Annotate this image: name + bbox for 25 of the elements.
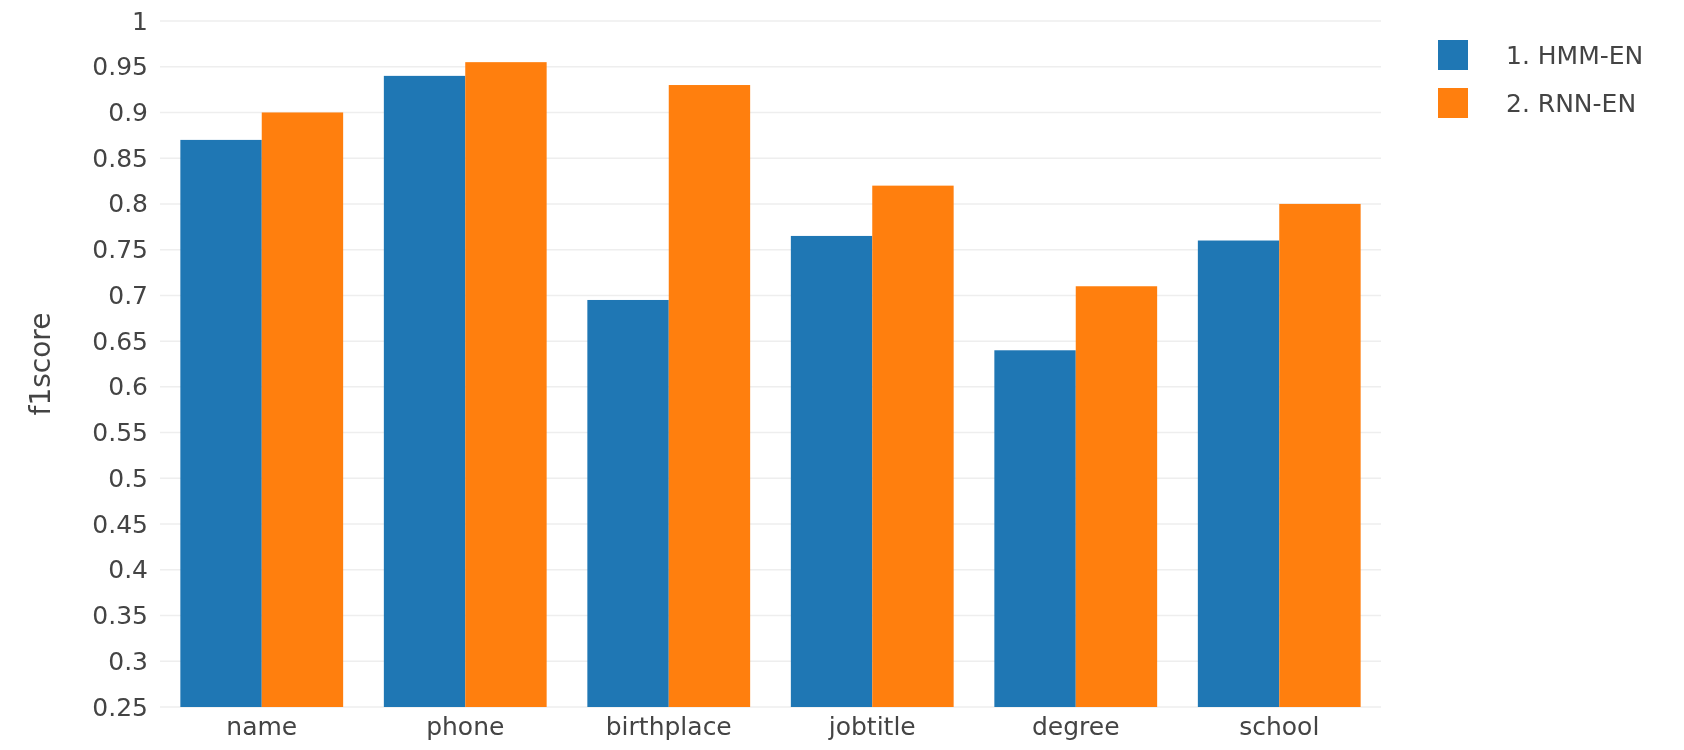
legend-label: 2. RNN-EN xyxy=(1506,89,1637,118)
x-tick-label: school xyxy=(1239,711,1320,741)
x-tick-label: jobtitle xyxy=(827,711,916,741)
y-tick-label: 0.75 xyxy=(92,235,148,265)
y-tick-label: 0.35 xyxy=(92,601,148,631)
x-tick-label: degree xyxy=(1031,711,1120,741)
y-tick-label: 0.6 xyxy=(108,372,148,402)
y-tick-label: 0.85 xyxy=(92,143,148,173)
y-tick-label: 0.55 xyxy=(92,418,148,448)
y-tick-label: 0.25 xyxy=(92,692,148,722)
x-tick-label: name xyxy=(226,711,298,741)
y-tick-label: 0.4 xyxy=(108,555,148,585)
y-tick-label: 0.45 xyxy=(92,509,148,539)
y-tick-label: 0.7 xyxy=(108,280,148,310)
y-tick-label: 1 xyxy=(132,6,148,36)
y-tick-label: 0.65 xyxy=(92,326,148,356)
y-axis-title: f1score xyxy=(24,312,57,416)
y-tick-label: 0.9 xyxy=(108,97,148,127)
x-tick-label: birthplace xyxy=(605,711,732,741)
legend-label: 1. HMM-EN xyxy=(1506,41,1644,70)
y-tick-label: 0.95 xyxy=(92,52,148,82)
x-tick-label: phone xyxy=(426,711,505,741)
y-tick-label: 0.5 xyxy=(108,463,148,493)
y-tick-label: 0.3 xyxy=(108,646,148,676)
y-tick-label: 0.8 xyxy=(108,189,148,219)
